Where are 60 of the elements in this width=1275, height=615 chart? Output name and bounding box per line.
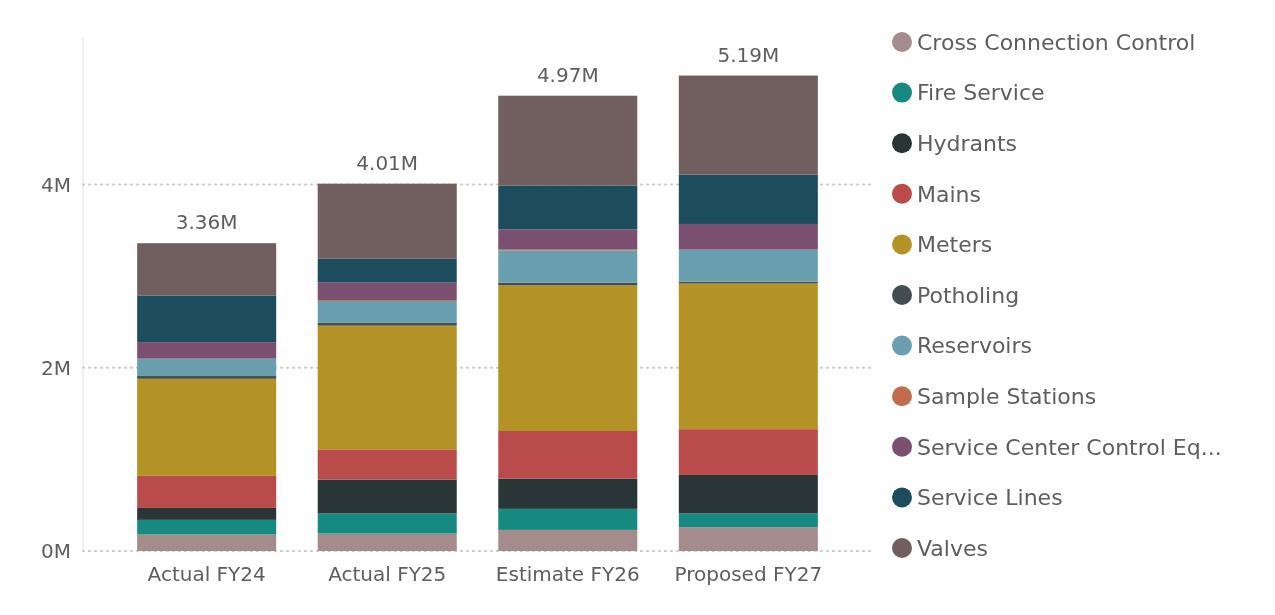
bar (317, 183, 457, 259)
bar (317, 325, 457, 450)
bar (137, 507, 277, 520)
bar (498, 250, 638, 283)
bar (498, 185, 638, 230)
bar (498, 529, 638, 551)
bar (678, 75, 818, 175)
y-tick-label: 4M (41, 172, 71, 197)
bar (678, 429, 818, 475)
bar (137, 358, 277, 377)
x-tick-label: Actual FY24 (147, 562, 266, 586)
legend-label: Hydrants (917, 130, 1018, 156)
bar (498, 229, 638, 250)
bar (678, 474, 818, 514)
bar (317, 449, 457, 480)
bar (498, 285, 638, 431)
legend-label: Mains (917, 181, 981, 207)
bar (317, 322, 457, 326)
total-label: 3.36M (175, 210, 238, 235)
bar (498, 431, 638, 479)
legend-label: Reservoirs (917, 333, 1032, 359)
bar (317, 513, 457, 534)
bar (137, 378, 277, 476)
total-label: 5.19M (717, 42, 780, 67)
x-tick-label: Proposed FY27 (674, 562, 823, 586)
legend-label: Potholing (917, 282, 1020, 308)
legend-label: Fire Service (917, 80, 1045, 106)
bar (678, 283, 818, 430)
bar (317, 533, 457, 551)
bar (137, 376, 277, 379)
bar (317, 300, 457, 323)
bar (137, 243, 277, 296)
x-tick-label: Actual FY25 (328, 562, 447, 586)
legend-label: Cross Connection Control (917, 29, 1196, 55)
bar (678, 223, 818, 250)
bar (137, 475, 277, 508)
bar (137, 295, 277, 343)
bar (317, 479, 457, 514)
bar (498, 508, 638, 530)
bar (678, 174, 818, 224)
bar (678, 527, 818, 551)
x-tick-label: Estimate FY26 (495, 562, 640, 586)
total-label: 4.97M (536, 62, 599, 87)
bar (317, 282, 457, 300)
legend-label: Valves (917, 535, 988, 561)
bar (678, 513, 818, 528)
legend-label: Service Lines (917, 485, 1063, 511)
legend-label: Meters (917, 232, 993, 258)
total-label: 4.01M (356, 150, 419, 175)
y-tick-label: 2M (41, 355, 71, 380)
bar (317, 258, 457, 283)
bar (137, 342, 277, 359)
bar (678, 249, 818, 282)
legend-label: Service Center Control Eq... (917, 434, 1222, 460)
bar (498, 95, 638, 186)
legend-label: Sample Stations (917, 383, 1097, 409)
bar (137, 519, 277, 535)
bar (498, 478, 638, 509)
y-tick-label: 0M (41, 539, 71, 563)
bar (137, 534, 277, 551)
